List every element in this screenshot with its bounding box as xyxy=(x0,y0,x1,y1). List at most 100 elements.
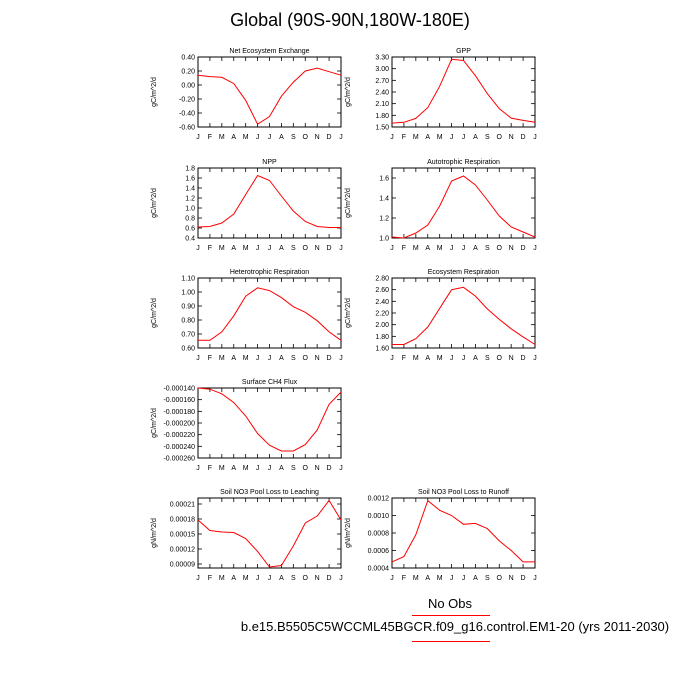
y-tick-label: 0.0008 xyxy=(368,531,390,538)
x-tick-label: J xyxy=(450,355,454,362)
x-tick-label: J xyxy=(196,134,200,141)
y-tick-label: 1.2 xyxy=(185,196,195,203)
panel-title: Soil NO3 Pool Loss to Runoff xyxy=(418,489,509,496)
x-tick-label: J xyxy=(196,575,200,582)
x-tick-label: M xyxy=(413,355,419,362)
x-tick-label: A xyxy=(473,245,478,252)
x-tick-label: O xyxy=(497,134,503,141)
y-tick-label: 0.0010 xyxy=(368,513,390,520)
y-axis-label: gC/m^2/d xyxy=(151,188,158,218)
chart-panel: Heterotrophic Respiration gC/m^2/d 1.10 1.0… xyxy=(151,269,343,362)
series-line xyxy=(197,174,341,228)
series-line xyxy=(197,387,342,452)
x-tick-label: D xyxy=(327,355,332,362)
legend-case-line xyxy=(412,641,490,642)
y-axis-label: gC/m^2/d xyxy=(345,298,352,328)
series-line xyxy=(198,287,342,341)
x-tick-label: D xyxy=(521,134,526,141)
x-tick-label: F xyxy=(402,575,406,582)
x-tick-label: M xyxy=(219,245,225,252)
x-tick-label: M xyxy=(437,245,443,252)
x-tick-label: O xyxy=(497,355,503,362)
y-tick-label: 2.20 xyxy=(375,311,389,318)
x-tick-label: N xyxy=(509,245,514,252)
x-tick-label: J xyxy=(339,575,343,582)
y-tick-label: 2.60 xyxy=(375,287,389,294)
y-tick-label: 1.80 xyxy=(375,334,389,341)
x-tick-label: N xyxy=(509,575,514,582)
x-tick-label: D xyxy=(521,245,526,252)
x-tick-label: A xyxy=(425,245,430,252)
legend-case-label: b.e15.B5505C5WCCML45BGCR.f09_g16.control… xyxy=(240,619,670,634)
x-tick-label: F xyxy=(208,355,212,362)
x-tick-label: J xyxy=(390,355,394,362)
x-tick-label: M xyxy=(219,134,225,141)
x-tick-label: J xyxy=(462,245,466,252)
y-tick-label: 0.60 xyxy=(181,346,195,353)
x-tick-label: J xyxy=(462,575,466,582)
y-tick-label: 3.30 xyxy=(375,55,389,62)
y-tick-label: 0.40 xyxy=(181,55,195,62)
x-tick-label: O xyxy=(303,465,309,472)
plot-frame xyxy=(391,277,536,349)
x-tick-label: N xyxy=(315,134,320,141)
chart-panel: Autotrophic Respiration gC/m^2/d 1.6 1.4 1.2… xyxy=(345,159,537,252)
y-tick-label: -0.000180 xyxy=(163,409,195,416)
x-tick-label: J xyxy=(462,355,466,362)
panel-title: Autotrophic Respiration xyxy=(427,159,500,166)
y-tick-label: -0.000240 xyxy=(163,444,195,451)
y-tick-label: 0.00009 xyxy=(170,562,195,569)
x-tick-label: J xyxy=(196,245,200,252)
chart-panel: Net Ecosystem Exchange gC/m^2/d 0.40 0.20 0.… xyxy=(151,48,343,141)
x-tick-label: A xyxy=(231,465,236,472)
y-axis-label: gC/m^2/d xyxy=(345,188,352,218)
y-tick-label: 0.70 xyxy=(181,332,195,339)
x-tick-label: M xyxy=(243,134,249,141)
x-tick-label: M xyxy=(413,245,419,252)
x-tick-label: A xyxy=(473,575,478,582)
x-tick-label: J xyxy=(268,355,272,362)
x-tick-label: A xyxy=(279,134,284,141)
y-tick-label: 1.50 xyxy=(375,125,389,132)
x-tick-label: J xyxy=(462,134,466,141)
y-tick-label: 1.2 xyxy=(379,216,389,223)
x-tick-label: J xyxy=(533,355,537,362)
y-tick-label: 0.80 xyxy=(181,318,195,325)
x-tick-label: J xyxy=(339,465,343,472)
y-tick-label: 1.10 xyxy=(181,276,195,283)
x-tick-label: J xyxy=(196,465,200,472)
x-tick-label: N xyxy=(315,575,320,582)
x-tick-label: A xyxy=(425,575,430,582)
x-tick-label: D xyxy=(327,134,332,141)
x-tick-label: J xyxy=(533,575,537,582)
x-tick-label: O xyxy=(303,575,309,582)
series-line xyxy=(197,67,342,125)
x-tick-label: A xyxy=(231,134,236,141)
x-tick-label: A xyxy=(473,134,478,141)
chart-panel: Surface CH4 Flux gC/m^2/d -0.000140 -0.0001… xyxy=(151,379,343,472)
x-tick-label: S xyxy=(485,575,490,582)
y-axis-label: gN/m^2/d xyxy=(345,518,352,548)
x-tick-label: J xyxy=(450,245,454,252)
x-tick-label: D xyxy=(327,465,332,472)
x-tick-label: J xyxy=(268,245,272,252)
y-tick-label: 0.0004 xyxy=(368,566,390,573)
x-tick-label: M xyxy=(219,355,225,362)
y-tick-label: 0.6 xyxy=(185,226,195,233)
panel-title: Ecosystem Respiration xyxy=(428,269,500,276)
x-tick-label: J xyxy=(268,575,272,582)
x-tick-label: A xyxy=(279,465,284,472)
x-tick-label: J xyxy=(390,134,394,141)
y-tick-label: -0.000260 xyxy=(163,456,195,463)
plot-frame xyxy=(197,497,342,569)
x-tick-label: O xyxy=(303,245,309,252)
panel-title: Heterotrophic Respiration xyxy=(230,269,309,276)
x-tick-label: M xyxy=(413,575,419,582)
x-tick-label: S xyxy=(291,134,296,141)
x-tick-label: A xyxy=(473,355,478,362)
x-tick-label: J xyxy=(268,465,272,472)
x-tick-label: M xyxy=(413,134,419,141)
y-tick-label: -0.000200 xyxy=(163,421,195,428)
x-tick-label: A xyxy=(279,245,284,252)
x-tick-label: J xyxy=(339,134,343,141)
